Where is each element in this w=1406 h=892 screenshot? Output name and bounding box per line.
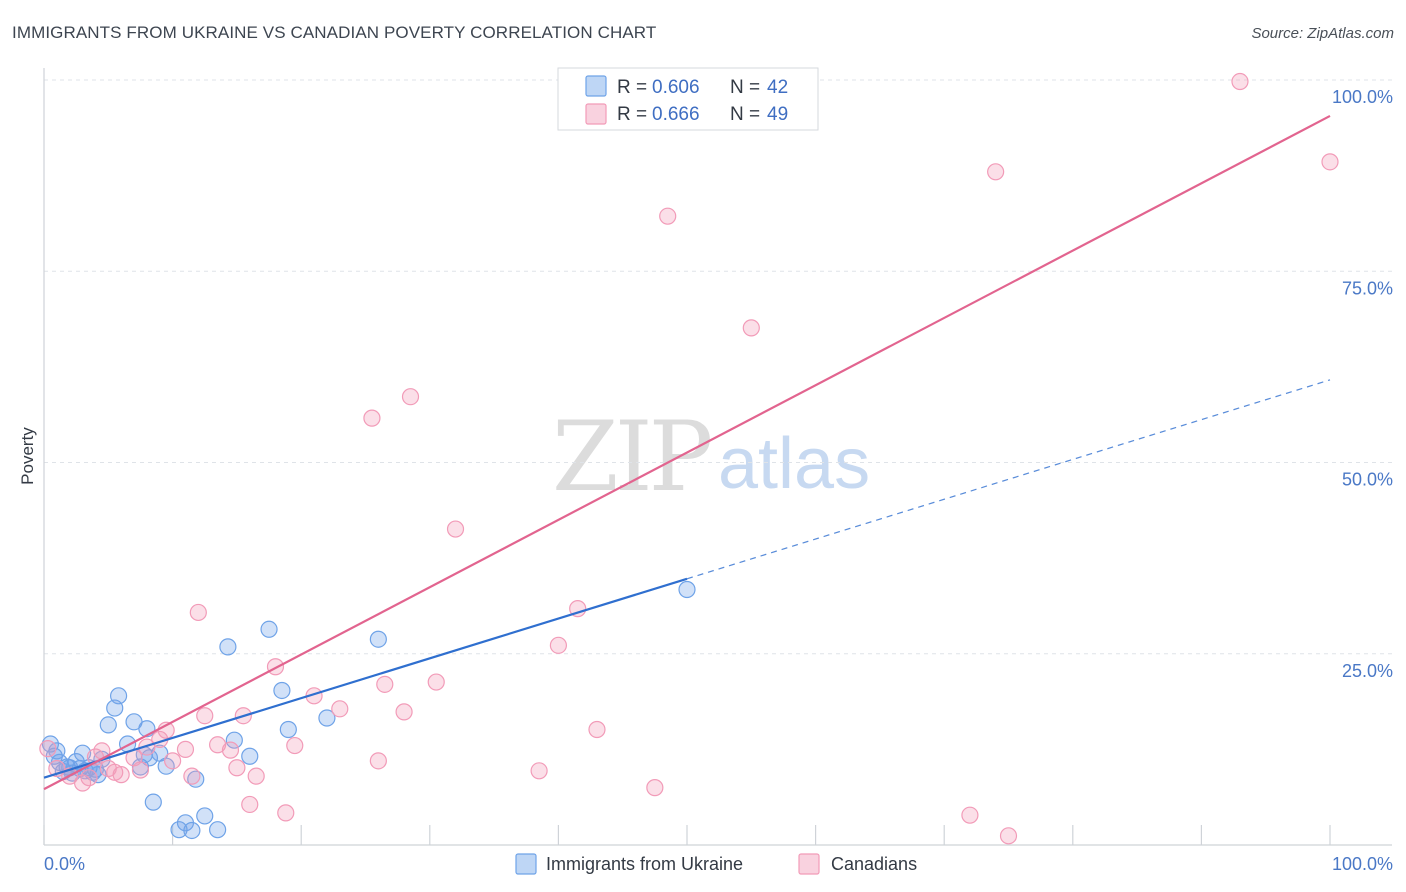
data-point <box>331 700 349 718</box>
data-point <box>228 759 246 777</box>
data-point <box>99 716 117 734</box>
trend-lines <box>43 114 1331 791</box>
data-point <box>209 821 227 839</box>
legend: R = 0.606 N = 42 R = 0.666 N = 49 <box>557 67 819 131</box>
series-canadians-points <box>39 72 1339 845</box>
data-point <box>221 741 240 759</box>
data-point <box>987 163 1005 181</box>
watermark-zip: ZIP <box>552 401 711 513</box>
legend-swatch-canadians <box>585 103 607 125</box>
legend-n-value: 49 <box>767 104 788 125</box>
watermark: ZIP atlas <box>552 401 870 513</box>
data-point <box>189 603 207 622</box>
data-point <box>427 673 445 691</box>
y-tick-label: 75.0% <box>1342 278 1393 298</box>
y-tick-label: 25.0% <box>1342 661 1393 681</box>
data-point <box>80 769 98 787</box>
data-point <box>369 630 387 648</box>
legend-r-label: R = <box>617 104 647 125</box>
bottom-legend-swatch-ukraine <box>515 853 537 875</box>
data-point <box>277 804 295 822</box>
data-point <box>659 207 677 225</box>
gridlines <box>44 79 1392 655</box>
x-tick-label-max: 100.0% <box>1332 854 1393 874</box>
bottom-legend-label-canadians: Canadians <box>831 854 917 874</box>
data-point <box>131 761 150 779</box>
data-point <box>369 752 387 770</box>
data-point <box>401 388 420 406</box>
data-point <box>225 731 243 749</box>
legend-n-value: 42 <box>767 77 788 98</box>
data-point <box>183 767 201 785</box>
data-point <box>588 720 606 739</box>
data-point <box>138 738 156 756</box>
data-point <box>279 720 297 739</box>
bottom-legend-swatch-canadians <box>798 853 820 875</box>
data-point <box>446 520 465 538</box>
data-point <box>241 795 259 814</box>
chart-title: IMMIGRANTS FROM UKRAINE VS CANADIAN POVE… <box>12 23 657 42</box>
legend-swatch-ukraine <box>585 75 607 97</box>
bottom-legend: Immigrants from Ukraine Canadians <box>515 853 917 875</box>
legend-r-label: R = <box>617 77 647 98</box>
data-point <box>260 620 278 638</box>
data-point <box>170 821 188 839</box>
data-point <box>646 779 664 797</box>
data-point <box>73 744 92 762</box>
data-point <box>219 638 237 656</box>
data-point <box>273 681 291 700</box>
legend-r-value: 0.606 <box>652 77 700 98</box>
y-axis-title: Poverty <box>18 427 37 485</box>
data-point <box>376 675 394 693</box>
trend-line <box>43 114 1331 791</box>
data-point <box>999 827 1018 845</box>
y-tick-label: 50.0% <box>1342 470 1393 490</box>
data-point <box>549 636 568 654</box>
legend-n-label: N = <box>730 104 760 125</box>
data-point <box>395 703 413 721</box>
data-point <box>164 752 182 770</box>
trend-line-extension <box>686 379 1331 580</box>
data-point <box>1321 153 1339 171</box>
data-point <box>742 319 760 337</box>
watermark-atlas: atlas <box>718 424 870 504</box>
data-point <box>1231 72 1249 91</box>
data-point <box>109 687 128 705</box>
legend-r-value: 0.666 <box>652 104 700 125</box>
series-ukraine-points <box>41 580 696 840</box>
data-point <box>961 806 979 824</box>
data-point <box>569 600 587 618</box>
data-point <box>144 793 162 811</box>
y-tick-label: 100.0% <box>1332 87 1393 107</box>
chart-source: Source: ZipAtlas.com <box>1251 25 1394 42</box>
data-point <box>678 580 696 599</box>
data-point <box>363 409 381 427</box>
legend-n-label: N = <box>730 77 760 98</box>
data-point <box>286 736 304 755</box>
data-point <box>318 709 336 727</box>
x-axis-ticks <box>43 825 1331 845</box>
data-point <box>176 740 195 758</box>
trend-line <box>43 577 688 779</box>
data-point <box>241 747 259 765</box>
legend-box <box>557 67 819 131</box>
bottom-legend-label-ukraine: Immigrants from Ukraine <box>546 854 743 874</box>
data-point <box>112 766 130 784</box>
data-point <box>530 762 548 780</box>
data-point <box>196 807 214 825</box>
data-point <box>39 740 57 758</box>
x-tick-label-min: 0.0% <box>44 854 85 874</box>
data-point <box>247 767 265 785</box>
data-point <box>183 821 201 840</box>
data-point <box>196 707 214 725</box>
data-point <box>209 736 227 754</box>
